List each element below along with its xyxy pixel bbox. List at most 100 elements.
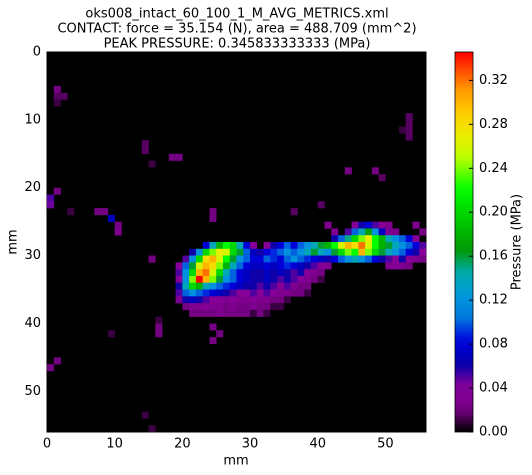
heat-cell — [216, 269, 224, 277]
heat-cell — [263, 248, 271, 256]
heat-cell — [195, 303, 203, 311]
heat-cell — [189, 269, 197, 277]
heat-cell — [412, 255, 420, 263]
heat-cell — [202, 262, 210, 270]
heat-cell — [216, 282, 224, 290]
heat-cell — [195, 309, 203, 317]
title-line: oks008_intact_60_100_1_M_AVG_METRICS.xml — [85, 7, 388, 22]
heat-cell — [358, 235, 366, 243]
heat-cell — [182, 255, 190, 263]
heat-cell — [229, 269, 237, 277]
heat-cell — [378, 174, 386, 182]
heat-cell — [155, 330, 163, 338]
heat-cell — [412, 221, 420, 229]
title-line: PEAK PRESSURE: 0.345833333333 (MPa) — [104, 37, 371, 52]
heat-cell — [385, 228, 393, 236]
heat-cell — [317, 242, 325, 250]
heat-cell — [175, 289, 183, 297]
heat-cell — [250, 255, 258, 263]
heat-cell — [243, 248, 251, 256]
heat-cell — [189, 248, 197, 256]
heat-cell — [371, 235, 379, 243]
heat-cell — [189, 309, 197, 317]
y-tick-label: 30 — [24, 248, 41, 263]
heat-cell — [202, 282, 210, 290]
heat-cell — [365, 228, 373, 236]
heat-cell — [216, 289, 224, 297]
heat-cell — [250, 269, 258, 277]
colorbar-tick-label: 0.04 — [479, 381, 508, 396]
heat-cell — [202, 255, 210, 263]
heat-cell — [216, 330, 224, 338]
heat-cell — [358, 221, 366, 229]
x-tick-label: 0 — [43, 437, 51, 452]
heat-cell — [209, 248, 217, 256]
heat-cell — [243, 296, 251, 304]
heat-cell — [53, 99, 61, 107]
heat-cell — [243, 289, 251, 297]
heat-cell — [216, 275, 224, 284]
heat-cell — [216, 242, 224, 250]
heat-cell — [209, 289, 217, 297]
heat-cell — [250, 242, 258, 250]
heat-cell — [256, 248, 264, 256]
heat-cell — [250, 303, 258, 311]
heat-cell — [385, 248, 393, 256]
heat-cell — [405, 255, 413, 263]
heat-cell — [222, 296, 231, 304]
heat-cell — [148, 160, 156, 168]
heat-cell — [175, 153, 183, 161]
heat-cell — [189, 275, 197, 284]
heat-cell — [398, 262, 406, 270]
x-tick-label: 10 — [106, 437, 123, 452]
x-axis-label: mm — [223, 454, 248, 469]
heat-cell — [141, 411, 149, 419]
heat-cell — [53, 92, 61, 100]
heat-cell — [263, 296, 271, 304]
heat-cell — [202, 296, 210, 304]
heat-cell — [243, 269, 251, 277]
heat-cell — [182, 282, 190, 290]
heat-cell — [310, 255, 319, 263]
heat-cell — [243, 282, 251, 290]
colorbar-label: Pressure (MPa) — [510, 194, 525, 290]
heat-cell — [304, 289, 312, 297]
heat-cell — [107, 214, 115, 222]
heat-cell — [392, 235, 400, 243]
heat-cell — [114, 221, 122, 229]
heat-cell — [283, 262, 291, 270]
y-tick-label: 20 — [24, 180, 41, 195]
heat-cell — [229, 262, 237, 270]
heat-cell — [283, 255, 291, 263]
heat-cell — [155, 316, 163, 324]
heat-cell — [371, 242, 379, 250]
heat-cell — [243, 309, 251, 317]
heat-cell — [189, 255, 197, 263]
heat-cell — [209, 242, 217, 250]
heat-cell — [202, 248, 210, 256]
heat-cell — [216, 303, 224, 311]
heat-cell — [277, 248, 285, 256]
heat-cell — [419, 228, 427, 236]
heat-cell — [378, 235, 386, 243]
heat-cell — [290, 248, 298, 256]
heat-cell — [148, 425, 156, 433]
heat-cell — [398, 126, 406, 134]
heat-cell — [222, 269, 231, 277]
heat-cell — [250, 309, 258, 317]
y-tick-label: 0 — [33, 45, 41, 60]
heat-cell — [256, 275, 264, 284]
heat-cell — [277, 289, 285, 297]
heat-cell — [385, 235, 393, 243]
heat-cell — [155, 323, 163, 331]
heat-cell — [371, 255, 379, 263]
heat-cell — [412, 248, 420, 256]
heat-cell — [385, 221, 393, 229]
heat-cell — [283, 296, 291, 304]
heat-cell — [263, 282, 271, 290]
colorbar-tick-label: 0.28 — [479, 117, 508, 132]
heat-cell — [182, 289, 190, 297]
heat-cell — [317, 275, 325, 284]
heat-cell — [317, 248, 325, 256]
heat-cell — [331, 255, 339, 263]
